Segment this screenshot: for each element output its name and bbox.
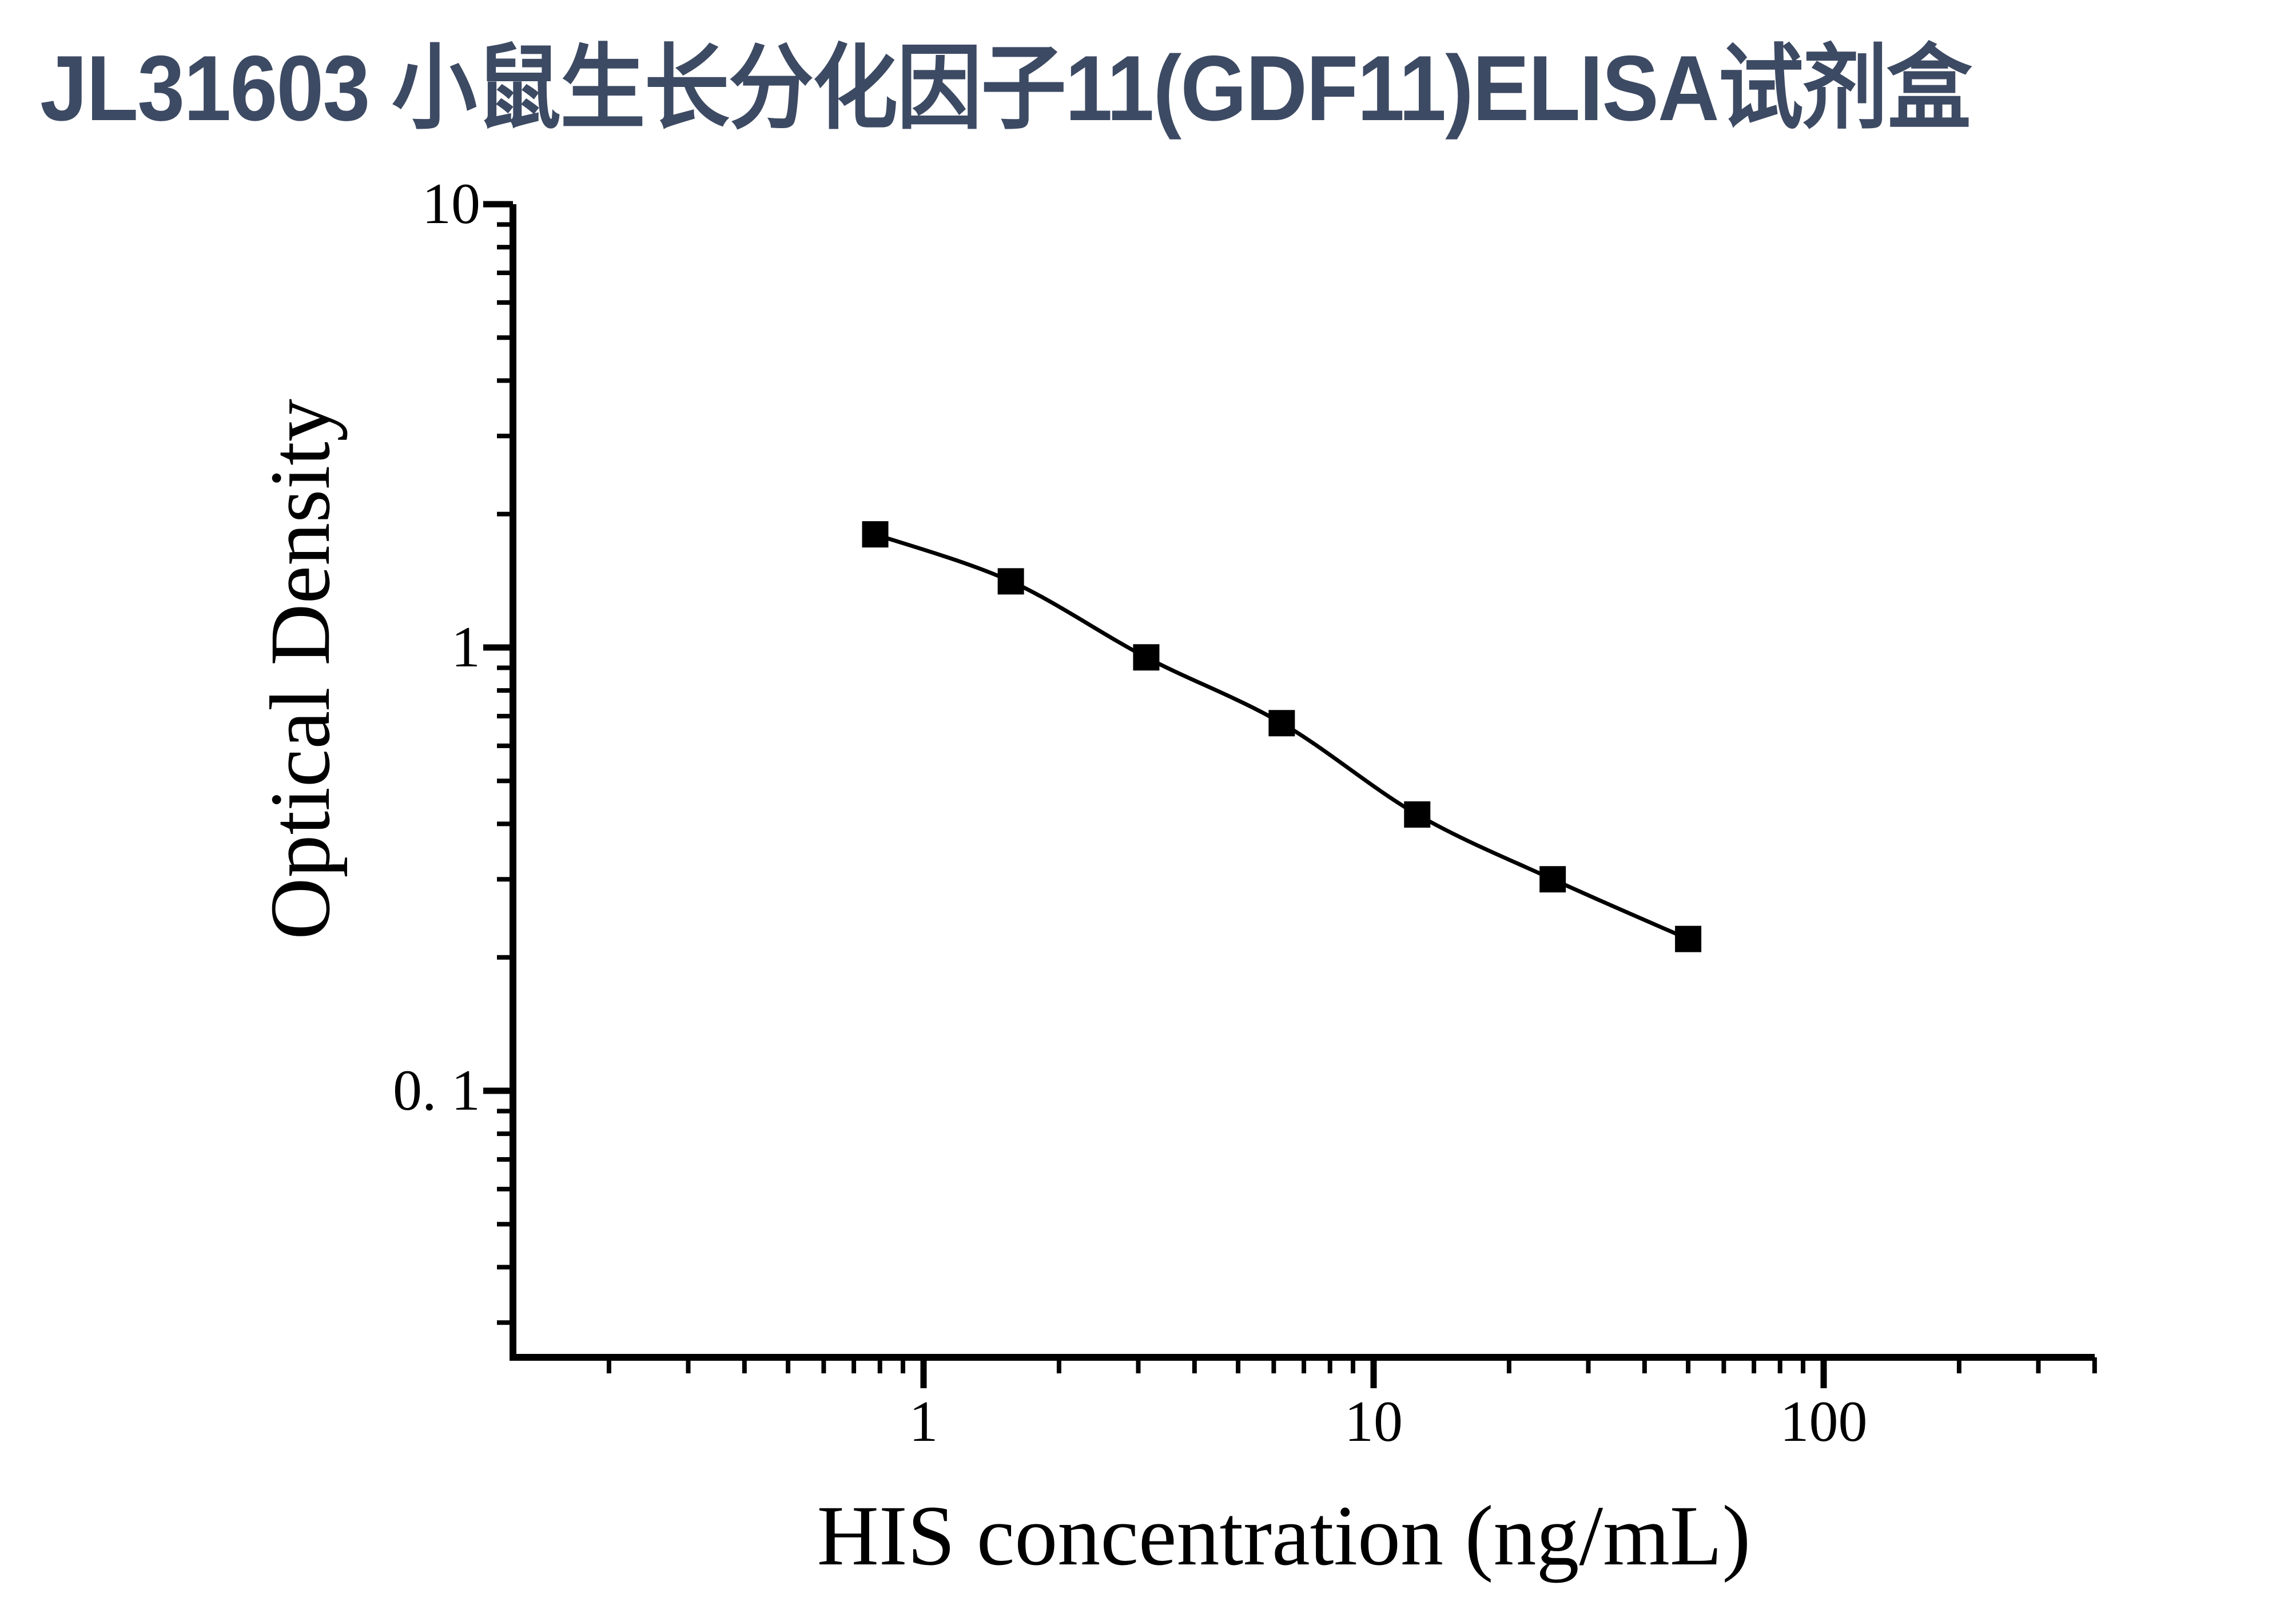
y-tick-label: 0. 1 — [393, 1058, 480, 1123]
data-point-marker — [1539, 866, 1566, 893]
x-tick-label: 1 — [909, 1389, 938, 1454]
data-point-marker — [1268, 710, 1295, 737]
x-tick-label: 100 — [1780, 1389, 1868, 1454]
y-tick-label: 1 — [451, 615, 480, 680]
data-point-marker — [997, 568, 1024, 595]
axes-spines — [510, 204, 2095, 1361]
y-tick-label: 10 — [422, 172, 480, 236]
data-point-marker — [1404, 801, 1431, 828]
x-axis-title: HIS concentration (ng/mL) — [817, 1488, 1751, 1583]
data-point-marker — [862, 521, 889, 548]
data-point-marker — [1675, 925, 1702, 952]
page-title: JL31603 小鼠生长分化因子11(GDF11)ELISA试剂盒 — [40, 37, 1972, 140]
data-point-marker — [1133, 644, 1160, 671]
standard-curve-line — [874, 532, 1689, 941]
x-tick-label: 10 — [1344, 1389, 1403, 1454]
